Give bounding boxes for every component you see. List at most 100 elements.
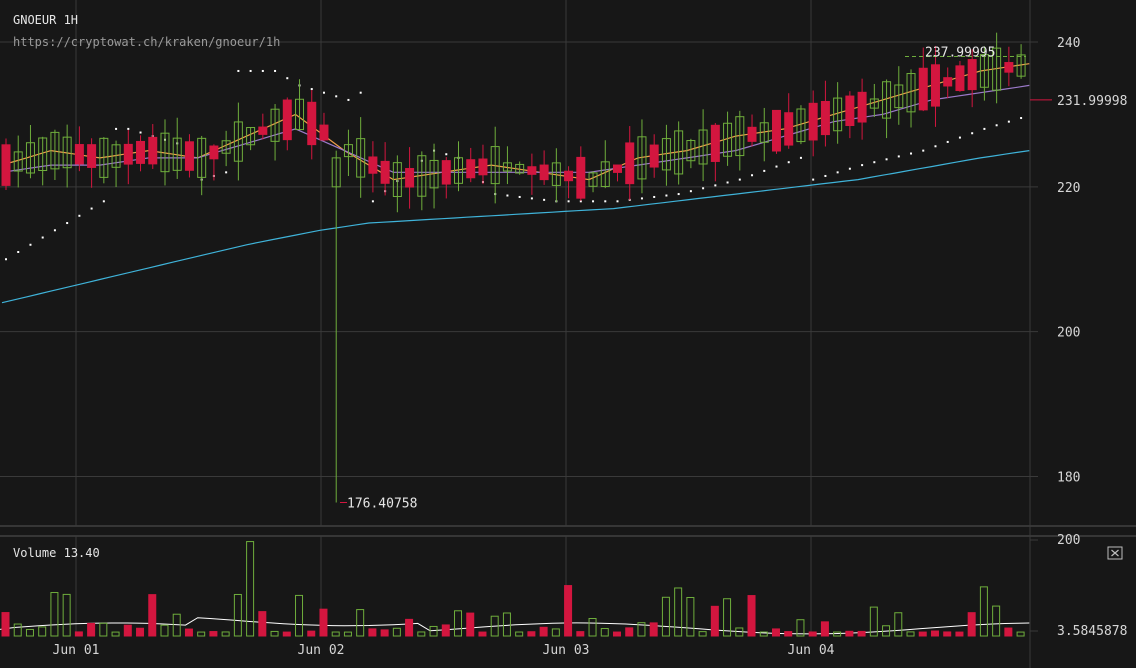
- volume-bar: [490, 615, 499, 637]
- sar-dot: [66, 222, 69, 225]
- volume-bar: [820, 621, 829, 637]
- candle-body: [613, 164, 622, 173]
- candle-body: [710, 124, 720, 162]
- candle-body: [209, 145, 219, 160]
- volume-bar: [686, 597, 695, 637]
- volume-bar: [943, 631, 952, 637]
- volume-label: Volume 13.40: [13, 546, 100, 560]
- volume-bar: [661, 596, 670, 637]
- candle-body: [955, 65, 965, 92]
- volume-bar: [136, 627, 145, 637]
- volume-bar: [930, 630, 939, 637]
- candle-body: [551, 162, 561, 186]
- sar-dot: [78, 214, 81, 217]
- sar-dot: [775, 165, 778, 168]
- price-tick-label: 200: [1057, 326, 1080, 341]
- time-tick-label: Jun 04: [788, 643, 835, 658]
- candle-body: [930, 64, 940, 107]
- sar-dot: [53, 229, 56, 232]
- sar-dot: [824, 174, 827, 177]
- volume-bar: [833, 631, 842, 637]
- candle-body: [307, 101, 317, 146]
- candle-body: [123, 143, 133, 165]
- candle-body: [136, 140, 146, 164]
- volume-close-button[interactable]: [1107, 546, 1123, 560]
- time-tick-label: Jun 03: [543, 643, 590, 658]
- volume-bar: [356, 609, 365, 637]
- volume-bar: [674, 587, 683, 637]
- candle-body: [539, 164, 549, 181]
- volume-bar: [613, 631, 621, 637]
- candle-body: [502, 162, 512, 172]
- candle-body: [992, 47, 1002, 91]
- sar-dot: [115, 127, 118, 130]
- close-icon[interactable]: [1107, 546, 1123, 560]
- volume-bar: [233, 593, 242, 637]
- candle-body: [331, 157, 341, 188]
- sar-dot: [640, 197, 643, 200]
- candle-body: [380, 160, 390, 184]
- candle-body: [343, 144, 353, 158]
- chart-url[interactable]: https://cryptowat.ch/kraken/gnoeur/1h: [13, 35, 280, 49]
- candle-body: [882, 81, 892, 119]
- sar-dot: [506, 194, 509, 197]
- sar-dot: [604, 200, 607, 203]
- candle-body: [282, 99, 292, 141]
- volume-bar: [955, 631, 964, 637]
- candle-body: [172, 137, 182, 171]
- sar-dot: [286, 77, 289, 80]
- volume-bar: [270, 630, 279, 637]
- candle-body: [686, 140, 696, 162]
- sar-dot: [518, 195, 521, 198]
- sar-dot: [946, 140, 949, 143]
- candle-body: [649, 144, 659, 168]
- volume-bar: [759, 631, 768, 637]
- time-tick-label: Jun 02: [298, 643, 345, 658]
- candle-body: [111, 144, 121, 168]
- price-annotation: 176.40758: [347, 496, 417, 511]
- sar-dot: [347, 98, 350, 101]
- volume-bar: [184, 628, 193, 637]
- sar-dot: [543, 198, 546, 201]
- volume-bar: [1, 612, 10, 637]
- candle-body: [833, 97, 843, 132]
- volume-bar: [50, 592, 59, 637]
- candle-body: [233, 121, 243, 162]
- candle-body: [967, 59, 977, 91]
- volume-bar: [979, 586, 988, 637]
- volume-bar: [62, 593, 71, 637]
- candle-body: [979, 54, 989, 88]
- volume-bar: [331, 631, 340, 637]
- candle-body: [368, 156, 378, 174]
- volume-bar: [882, 625, 891, 637]
- volume-bar: [723, 598, 732, 637]
- volume-bar: [894, 612, 903, 637]
- volume-bar: [258, 611, 267, 637]
- candle-body: [625, 142, 635, 185]
- candle-body: [747, 126, 757, 142]
- sar-dot: [29, 243, 32, 246]
- volume-bars: [1, 541, 1025, 637]
- sar-dot: [1007, 120, 1010, 123]
- candle-body: [637, 136, 647, 180]
- sar-dot: [530, 197, 533, 200]
- volume-bar: [87, 622, 96, 637]
- volume-bar: [625, 627, 634, 637]
- volume-bar: [38, 626, 47, 637]
- volume-bar: [869, 606, 878, 637]
- candle-body: [515, 163, 525, 174]
- volume-bar: [796, 619, 805, 637]
- sar-dot: [445, 153, 448, 156]
- sar-dot: [958, 136, 961, 139]
- volume-bar: [172, 613, 181, 637]
- sar-dot: [665, 194, 668, 197]
- candle-body: [13, 151, 23, 172]
- volume-bar: [123, 624, 132, 637]
- volume-bar: [380, 629, 389, 637]
- candle-body: [148, 136, 158, 165]
- price-tick-label: 240: [1057, 36, 1080, 51]
- volume-bar: [148, 594, 157, 637]
- volume-bar: [454, 610, 463, 637]
- axis-labels: 180 200 220 240 200 3.5845878 Jun 01 Jun 02 Jun …: [53, 36, 1128, 658]
